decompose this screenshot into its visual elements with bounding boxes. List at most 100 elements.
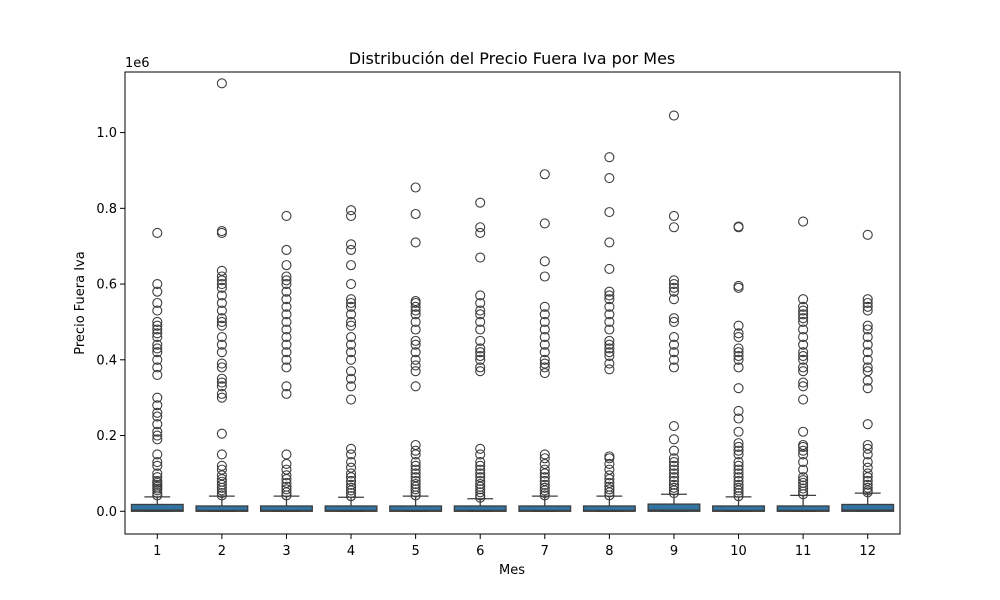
- outlier-point: [475, 366, 486, 377]
- outlier-point: [798, 347, 809, 358]
- outlier-point: [281, 324, 292, 335]
- outlier-point: [410, 309, 421, 320]
- outlier-point: [798, 301, 809, 312]
- outlier-point: [733, 441, 744, 452]
- outlier-point: [345, 210, 357, 221]
- outlier-point: [733, 343, 744, 354]
- outlier-point: [668, 347, 680, 358]
- outlier-point: [539, 324, 550, 335]
- box-7: [518, 505, 572, 512]
- outlier-point: [410, 208, 421, 220]
- outlier-point: [733, 475, 744, 487]
- outlier-point: [798, 475, 809, 486]
- outlier-point: [475, 252, 486, 263]
- outlier-point: [733, 426, 744, 437]
- outlier-point: [475, 472, 486, 483]
- outlier-point: [604, 458, 615, 469]
- outlier-point: [345, 260, 357, 271]
- x-tick-label: 12: [859, 544, 876, 559]
- outlier-point: [668, 286, 680, 297]
- x-tick-label: 10: [730, 544, 747, 559]
- outlier-point: [798, 472, 809, 483]
- outlier-point: [604, 470, 615, 481]
- outlier-point: [475, 456, 486, 468]
- y-tick-label: 1.0: [96, 126, 117, 141]
- outlier-point: [604, 350, 615, 362]
- outlier-point: [539, 354, 550, 365]
- outlier-point: [668, 210, 680, 221]
- outlier-point: [733, 488, 744, 499]
- outlier-point: [798, 350, 809, 362]
- outlier-point: [475, 335, 486, 346]
- outlier-point: [798, 456, 809, 468]
- plot-frame: [124, 71, 901, 535]
- outlier-point: [475, 222, 486, 233]
- outlier-point: [798, 216, 809, 227]
- outlier-point: [345, 488, 357, 499]
- outlier-point: [733, 362, 744, 373]
- outlier-point: [216, 279, 227, 290]
- outlier-point: [862, 324, 873, 335]
- outlier-point: [410, 439, 421, 451]
- outlier-point: [216, 290, 227, 301]
- outlier-point: [475, 316, 486, 327]
- outlier-point: [733, 405, 744, 416]
- outlier-point: [345, 320, 357, 331]
- outlier-point: [798, 477, 809, 488]
- outlier-point: [281, 210, 292, 221]
- outlier-point: [345, 239, 357, 250]
- box-3: [259, 505, 313, 512]
- outlier-point: [539, 218, 550, 229]
- outlier-point: [862, 301, 873, 312]
- outlier-point: [281, 484, 292, 495]
- outlier-point: [539, 362, 550, 373]
- outlier-point: [668, 332, 680, 343]
- outlier-point: [216, 313, 227, 324]
- outlier-point: [281, 464, 292, 475]
- box-5: [389, 505, 443, 512]
- outlier-point: [668, 294, 680, 305]
- outlier-point: [281, 275, 292, 286]
- outlier-point: [475, 464, 486, 475]
- outlier-point: [216, 449, 227, 460]
- outlier-point: [216, 476, 227, 487]
- outlier-point: [281, 294, 292, 305]
- outlier-point: [152, 332, 163, 343]
- outlier-point: [216, 225, 227, 237]
- x-axis-label: Mes: [499, 563, 525, 578]
- outlier-point: [733, 464, 744, 475]
- outlier-point: [733, 383, 744, 394]
- outlier-point: [152, 362, 163, 373]
- outlier-point: [798, 381, 809, 392]
- outlier-point: [410, 354, 421, 365]
- outlier-point: [539, 464, 550, 475]
- outlier-point: [216, 320, 227, 331]
- outlier-point: [410, 445, 421, 456]
- outlier-point: [733, 320, 744, 331]
- outlier-point: [410, 301, 421, 312]
- x-tick-label: 6: [476, 544, 484, 559]
- outlier-point: [281, 279, 292, 290]
- outlier-point: [475, 297, 486, 309]
- outlier-point: [668, 282, 680, 293]
- outlier-point: [152, 430, 163, 441]
- outlier-point: [281, 354, 292, 365]
- outlier-point: [539, 309, 550, 320]
- outlier-point: [862, 439, 873, 451]
- outlier-point: [604, 364, 615, 375]
- outlier-point: [604, 343, 615, 354]
- outlier-point: [216, 316, 227, 327]
- outlier-point: [152, 339, 163, 350]
- outlier-point: [345, 443, 357, 454]
- x-tick-label: 3: [282, 544, 290, 559]
- outlier-point: [152, 475, 163, 487]
- outlier-point: [345, 339, 357, 350]
- outlier-point: [862, 366, 873, 377]
- outlier-point: [604, 301, 615, 312]
- x-tick-label: 2: [218, 544, 226, 559]
- outlier-point: [733, 468, 744, 479]
- outlier-point: [152, 400, 163, 411]
- outlier-point: [475, 227, 486, 238]
- box-10: [712, 505, 766, 512]
- x-tick-label: 11: [795, 544, 812, 559]
